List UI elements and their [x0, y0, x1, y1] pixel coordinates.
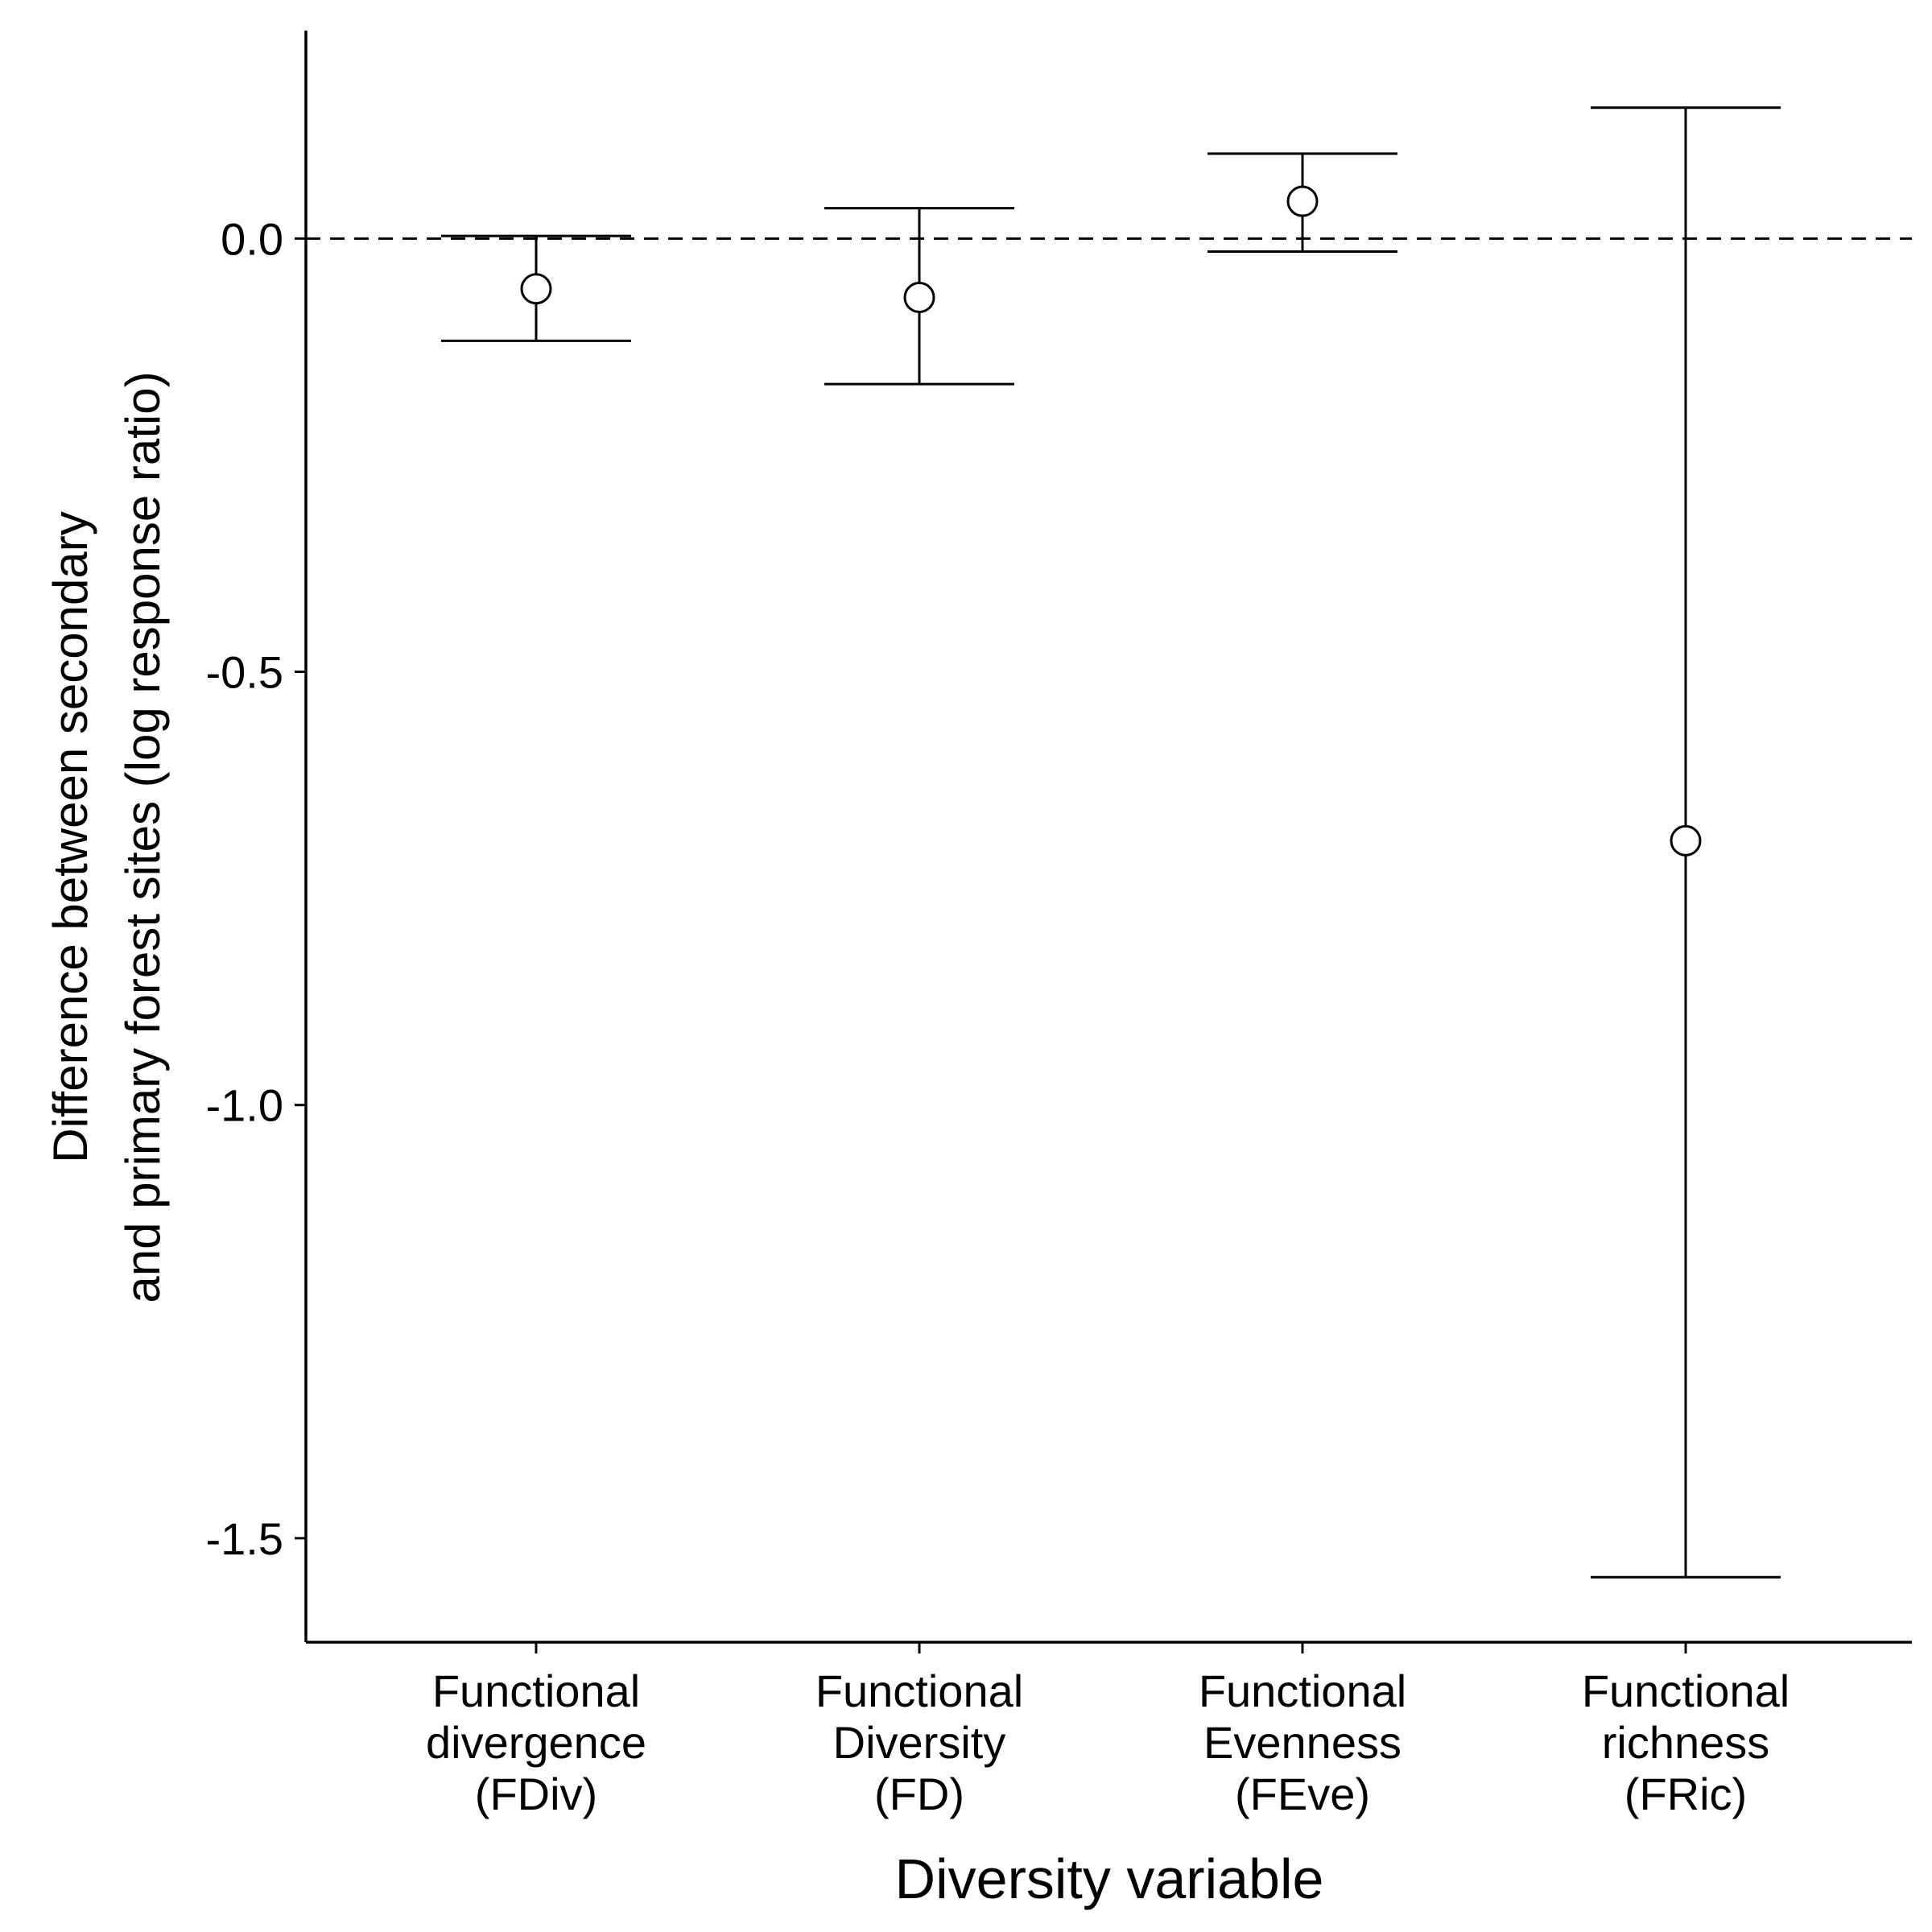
x-tick-label-line: Evenness — [1203, 1717, 1402, 1768]
point-estimate — [520, 273, 552, 305]
x-tick-label-line: Functional — [432, 1666, 640, 1716]
point-group-3 — [1208, 152, 1397, 253]
x-tick-label-line: divergence — [426, 1717, 646, 1768]
x-tick-label: Functional richness (FRic) — [1582, 1666, 1790, 1819]
x-tick-label: Functional Diversity (FD) — [815, 1666, 1023, 1819]
x-tick-label-line: (FEve) — [1235, 1769, 1370, 1819]
y-tick-label: -0.5 — [206, 646, 284, 697]
x-tick-label-line: Diversity — [833, 1717, 1006, 1768]
x-tick-label-line: (FRic) — [1624, 1769, 1747, 1819]
y-tick-label: 0.0 — [221, 213, 283, 264]
y-tick-label: -1.5 — [206, 1513, 284, 1564]
y-axis-title-line-1: Difference between secondary — [43, 511, 97, 1162]
x-axis-ticks: Functional divergence (FDiv)Functional Dive… — [426, 1642, 1790, 1819]
point-group-1 — [441, 234, 631, 342]
x-tick-label: Functional Evenness (FEve) — [1199, 1666, 1406, 1819]
y-axis-ticks: 0.0 -0.5 -1.0 -1.5 — [206, 213, 306, 1564]
y-axis-title: Difference between secondary and primary… — [43, 371, 170, 1302]
x-tick-label-line: Functional — [1582, 1666, 1790, 1716]
plot-area — [306, 106, 1912, 1579]
point-group-4 — [1591, 106, 1781, 1579]
x-tick-label-line: Functional — [1199, 1666, 1406, 1716]
x-axis-title: Diversity variable — [895, 1847, 1324, 1910]
point-estimate — [1286, 185, 1319, 217]
x-tick-label-line: (FD) — [874, 1769, 964, 1819]
x-tick-label-line: Functional — [815, 1666, 1023, 1716]
y-tick-label: -1.0 — [206, 1080, 284, 1131]
x-tick-label-line: (FDiv) — [475, 1769, 597, 1819]
x-tick-label-line: richness — [1602, 1717, 1770, 1768]
point-group-2 — [824, 207, 1014, 386]
y-axis-title-line-2: and primary forest sites (log response r… — [116, 371, 170, 1302]
point-estimate — [1670, 824, 1702, 857]
x-tick-label: Functional divergence (FDiv) — [426, 1666, 646, 1819]
point-estimate — [903, 282, 935, 314]
